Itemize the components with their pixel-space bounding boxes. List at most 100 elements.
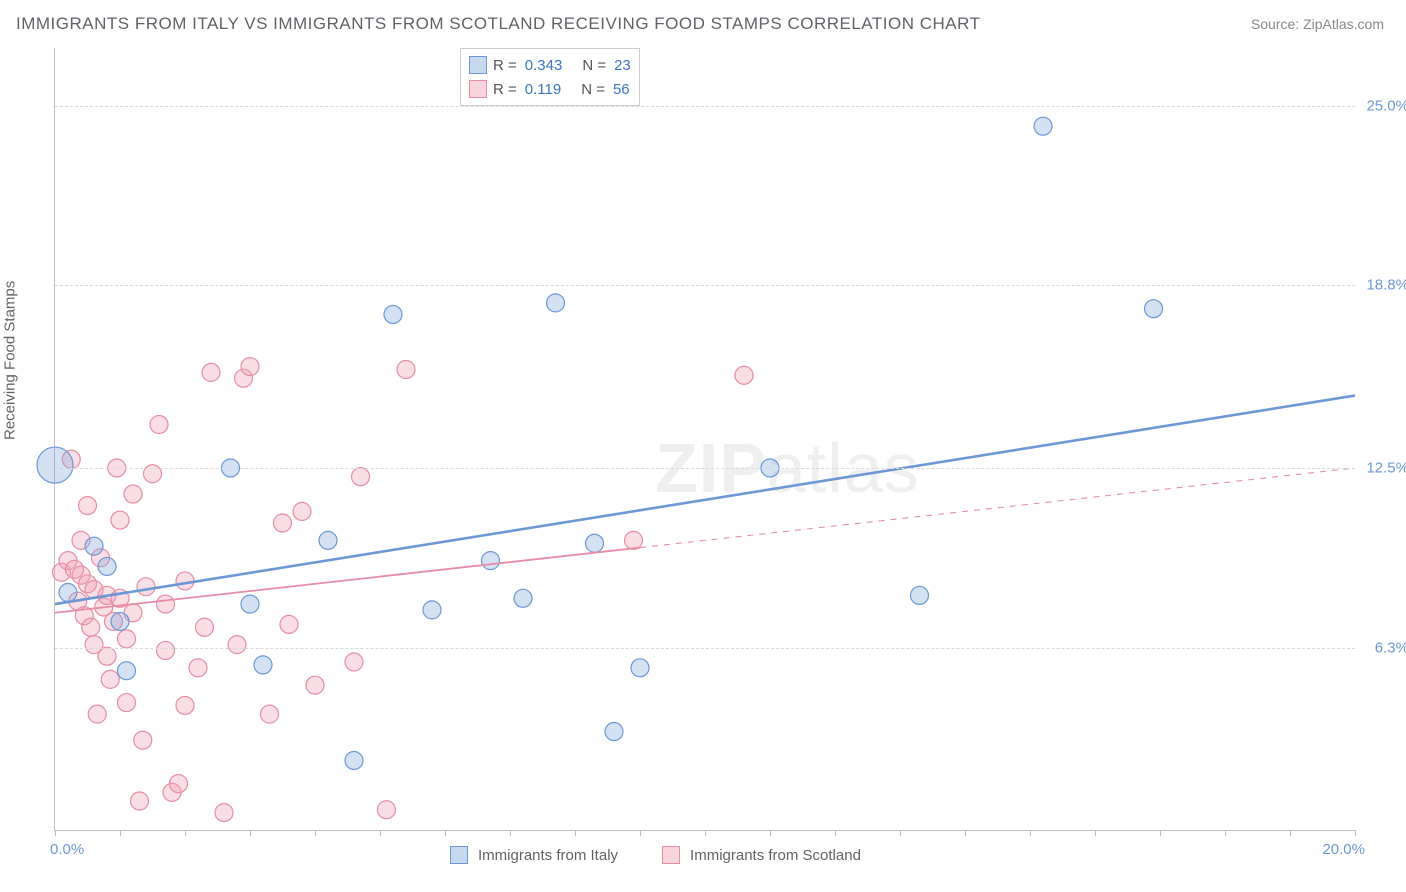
n-label: N = <box>582 57 606 74</box>
point-scotland <box>196 618 214 636</box>
r-value-italy: 0.343 <box>525 57 563 74</box>
x-tick <box>575 830 576 836</box>
point-scotland <box>228 636 246 654</box>
x-tick <box>185 830 186 836</box>
series-legend: Immigrants from Italy Immigrants from Sc… <box>450 846 970 864</box>
point-italy <box>911 586 929 604</box>
n-value-scotland: 56 <box>613 81 630 98</box>
point-italy <box>605 723 623 741</box>
swatch-pink-icon <box>469 80 487 98</box>
point-scotland <box>625 531 643 549</box>
point-italy <box>1145 300 1163 318</box>
point-scotland <box>79 497 97 515</box>
x-tick <box>1355 830 1356 836</box>
point-scotland <box>98 647 116 665</box>
point-scotland <box>345 653 363 671</box>
point-scotland <box>124 485 142 503</box>
chart-title: IMMIGRANTS FROM ITALY VS IMMIGRANTS FROM… <box>16 14 980 34</box>
point-scotland <box>82 618 100 636</box>
x-tick <box>510 830 511 836</box>
x-max-label: 20.0% <box>1322 841 1365 858</box>
trendline-extrapolated <box>640 468 1355 548</box>
point-italy <box>384 305 402 323</box>
point-italy <box>37 447 73 483</box>
point-scotland <box>101 670 119 688</box>
swatch-blue-icon <box>450 846 468 864</box>
x-tick <box>640 830 641 836</box>
x-tick <box>900 830 901 836</box>
point-italy <box>1034 117 1052 135</box>
trendline-italy <box>55 396 1355 605</box>
x-tick <box>445 830 446 836</box>
point-scotland <box>241 358 259 376</box>
point-scotland <box>137 578 155 596</box>
point-italy <box>423 601 441 619</box>
legend-label-scotland: Immigrants from Scotland <box>690 847 861 864</box>
point-italy <box>111 612 129 630</box>
point-italy <box>482 552 500 570</box>
y-tick-label: 25.0% <box>1361 97 1406 114</box>
point-italy <box>98 557 116 575</box>
stats-row-italy: R = 0.343 N = 23 <box>469 53 631 77</box>
point-italy <box>59 584 77 602</box>
point-italy <box>241 595 259 613</box>
point-italy <box>514 589 532 607</box>
y-tick-label: 18.8% <box>1361 277 1406 294</box>
gridline <box>55 285 1355 286</box>
x-tick <box>55 830 56 836</box>
point-scotland <box>378 801 396 819</box>
x-tick <box>315 830 316 836</box>
x-tick <box>250 830 251 836</box>
point-scotland <box>118 694 136 712</box>
n-value-italy: 23 <box>614 57 631 74</box>
chart-svg <box>55 48 1355 830</box>
n-label: N = <box>581 81 605 98</box>
point-scotland <box>306 676 324 694</box>
x-tick <box>835 830 836 836</box>
point-scotland <box>134 731 152 749</box>
point-scotland <box>189 659 207 677</box>
point-scotland <box>131 792 149 810</box>
point-scotland <box>352 468 370 486</box>
y-tick-label: 6.3% <box>1361 639 1406 656</box>
point-scotland <box>157 595 175 613</box>
point-scotland <box>118 630 136 648</box>
x-tick <box>705 830 706 836</box>
point-scotland <box>176 696 194 714</box>
point-scotland <box>293 502 311 520</box>
x-tick <box>120 830 121 836</box>
point-scotland <box>111 511 129 529</box>
x-tick <box>1160 830 1161 836</box>
gridline <box>55 106 1355 107</box>
stats-legend: R = 0.343 N = 23 R = 0.119 N = 56 <box>460 48 640 106</box>
point-italy <box>319 531 337 549</box>
r-label: R = <box>493 57 517 74</box>
point-scotland <box>202 363 220 381</box>
point-scotland <box>150 416 168 434</box>
legend-label-italy: Immigrants from Italy <box>478 847 618 864</box>
plot-area: ZIPatlas 0.0% 20.0% 6.3%12.5%18.8%25.0% <box>54 48 1355 831</box>
swatch-pink-icon <box>662 846 680 864</box>
x-min-label: 0.0% <box>50 841 84 858</box>
r-value-scotland: 0.119 <box>525 81 561 98</box>
r-label: R = <box>493 81 517 98</box>
x-tick <box>1030 830 1031 836</box>
swatch-blue-icon <box>469 56 487 74</box>
x-tick <box>770 830 771 836</box>
point-italy <box>85 537 103 555</box>
point-italy <box>254 656 272 674</box>
x-tick <box>1290 830 1291 836</box>
y-tick-label: 12.5% <box>1361 459 1406 476</box>
x-tick <box>1095 830 1096 836</box>
point-scotland <box>215 804 233 822</box>
gridline <box>55 648 1355 649</box>
x-tick <box>965 830 966 836</box>
point-scotland <box>397 360 415 378</box>
stats-row-scotland: R = 0.119 N = 56 <box>469 77 631 101</box>
point-scotland <box>170 775 188 793</box>
point-scotland <box>88 705 106 723</box>
point-italy <box>118 662 136 680</box>
point-scotland <box>735 366 753 384</box>
x-tick <box>380 830 381 836</box>
point-italy <box>547 294 565 312</box>
